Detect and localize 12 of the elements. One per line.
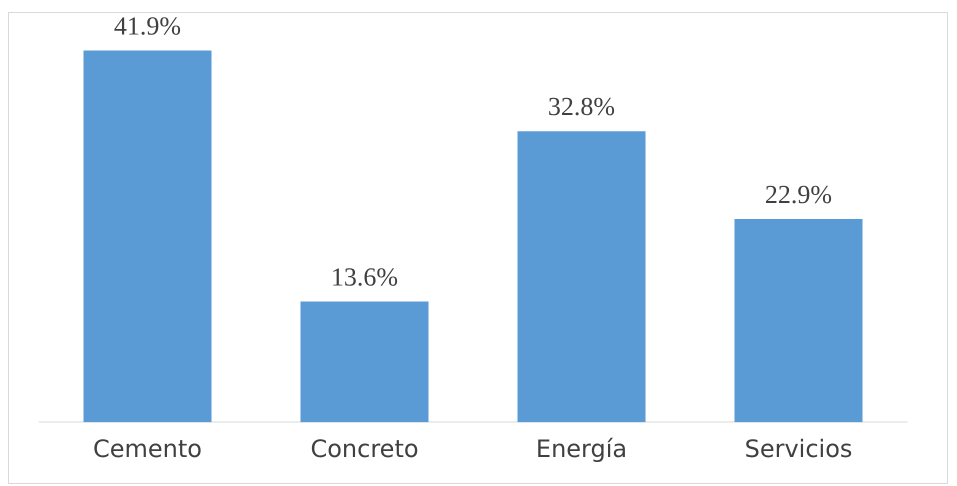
x-tick-label: Concreto bbox=[310, 434, 419, 463]
data-label: 13.6% bbox=[330, 262, 398, 292]
x-tick-label: Cemento bbox=[93, 434, 202, 463]
data-label: 41.9% bbox=[114, 11, 182, 40]
data-label: 32.8% bbox=[548, 92, 616, 122]
x-tick-label: Servicios bbox=[744, 434, 852, 463]
bar bbox=[83, 50, 212, 422]
bar bbox=[734, 219, 863, 422]
bar bbox=[300, 302, 429, 422]
x-tick-label: Energía bbox=[536, 434, 628, 463]
bar bbox=[517, 131, 646, 422]
data-label: 22.9% bbox=[764, 180, 832, 209]
